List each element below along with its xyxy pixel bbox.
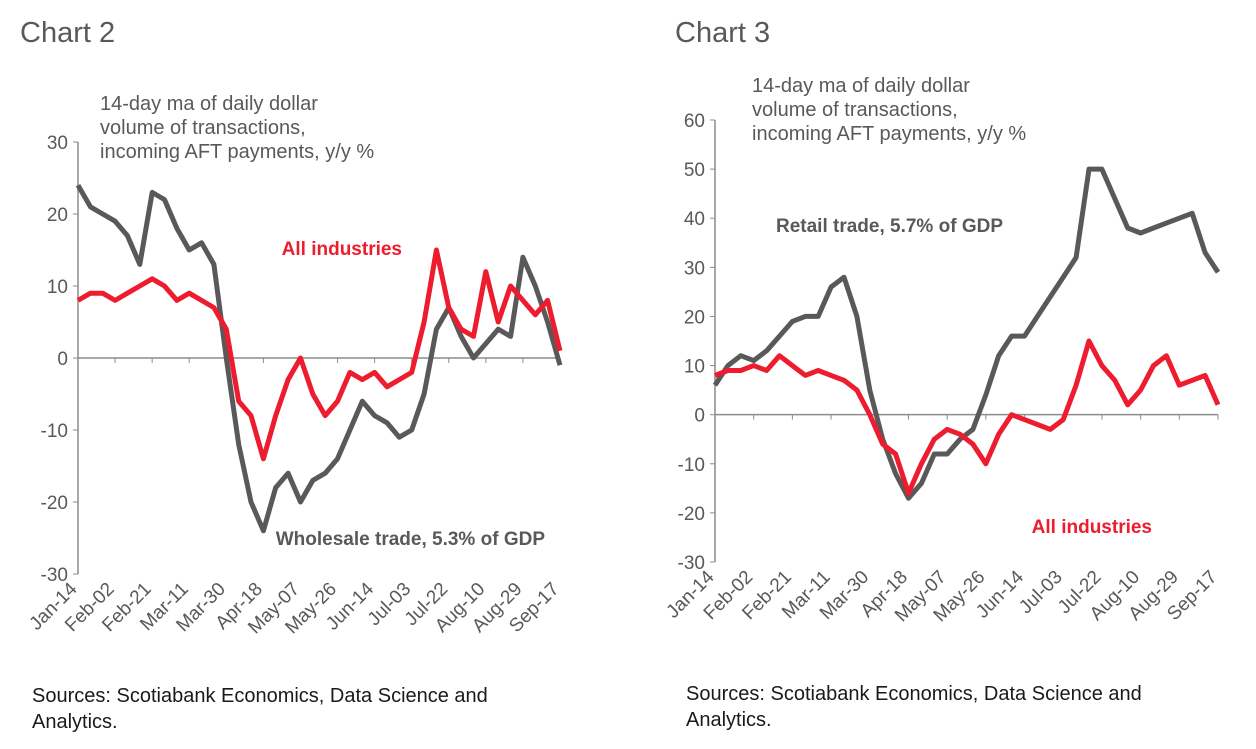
axis-note: incoming AFT payments, y/y % <box>100 141 374 163</box>
chart-title: Chart 3 <box>675 17 770 49</box>
y-tick-label: 50 <box>684 160 705 181</box>
y-tick-label: 30 <box>684 258 705 279</box>
source-note: Sources: Scotiabank Economics, Data Scie… <box>32 685 488 733</box>
series-line <box>712 166 1221 501</box>
series-label: All industries <box>282 239 402 260</box>
y-tick-label: 0 <box>57 349 68 370</box>
y-tick-label: -30 <box>41 565 68 586</box>
x-tick-label: Jul-03 <box>1015 567 1066 618</box>
axis-note: volume of transactions, <box>100 117 306 139</box>
y-tick-label: -20 <box>678 504 705 525</box>
series-label: Wholesale trade, 5.3% of GDP <box>276 529 546 550</box>
axis-note: volume of transactions, <box>752 99 958 121</box>
chart-title: Chart 2 <box>20 17 115 49</box>
series-line <box>75 183 563 534</box>
series-line <box>714 338 1221 496</box>
source-note: Sources: Scotiabank Economics, Data Scie… <box>686 683 1142 731</box>
y-tick-label: -10 <box>678 455 705 476</box>
axis-note: incoming AFT payments, y/y % <box>752 123 1026 145</box>
axis-note: 14-day ma of daily dollar <box>100 93 318 115</box>
y-tick-label: -30 <box>678 553 705 574</box>
y-tick-label: -20 <box>41 493 68 514</box>
y-tick-label: 10 <box>684 357 705 378</box>
y-tick-label: 60 <box>684 111 705 132</box>
y-tick-label: 0 <box>694 406 705 427</box>
axis-note: 14-day ma of daily dollar <box>752 75 970 97</box>
series-line <box>76 247 563 462</box>
y-tick-label: 20 <box>684 307 705 328</box>
series-label: All industries <box>1032 517 1152 538</box>
y-tick-label: 20 <box>47 205 68 226</box>
series-label: Retail trade, 5.7% of GDP <box>776 216 1003 237</box>
y-tick-label: 10 <box>47 277 68 298</box>
y-tick-label: -10 <box>41 421 68 442</box>
y-tick-label: 40 <box>684 209 705 230</box>
y-tick-label: 30 <box>47 133 68 154</box>
